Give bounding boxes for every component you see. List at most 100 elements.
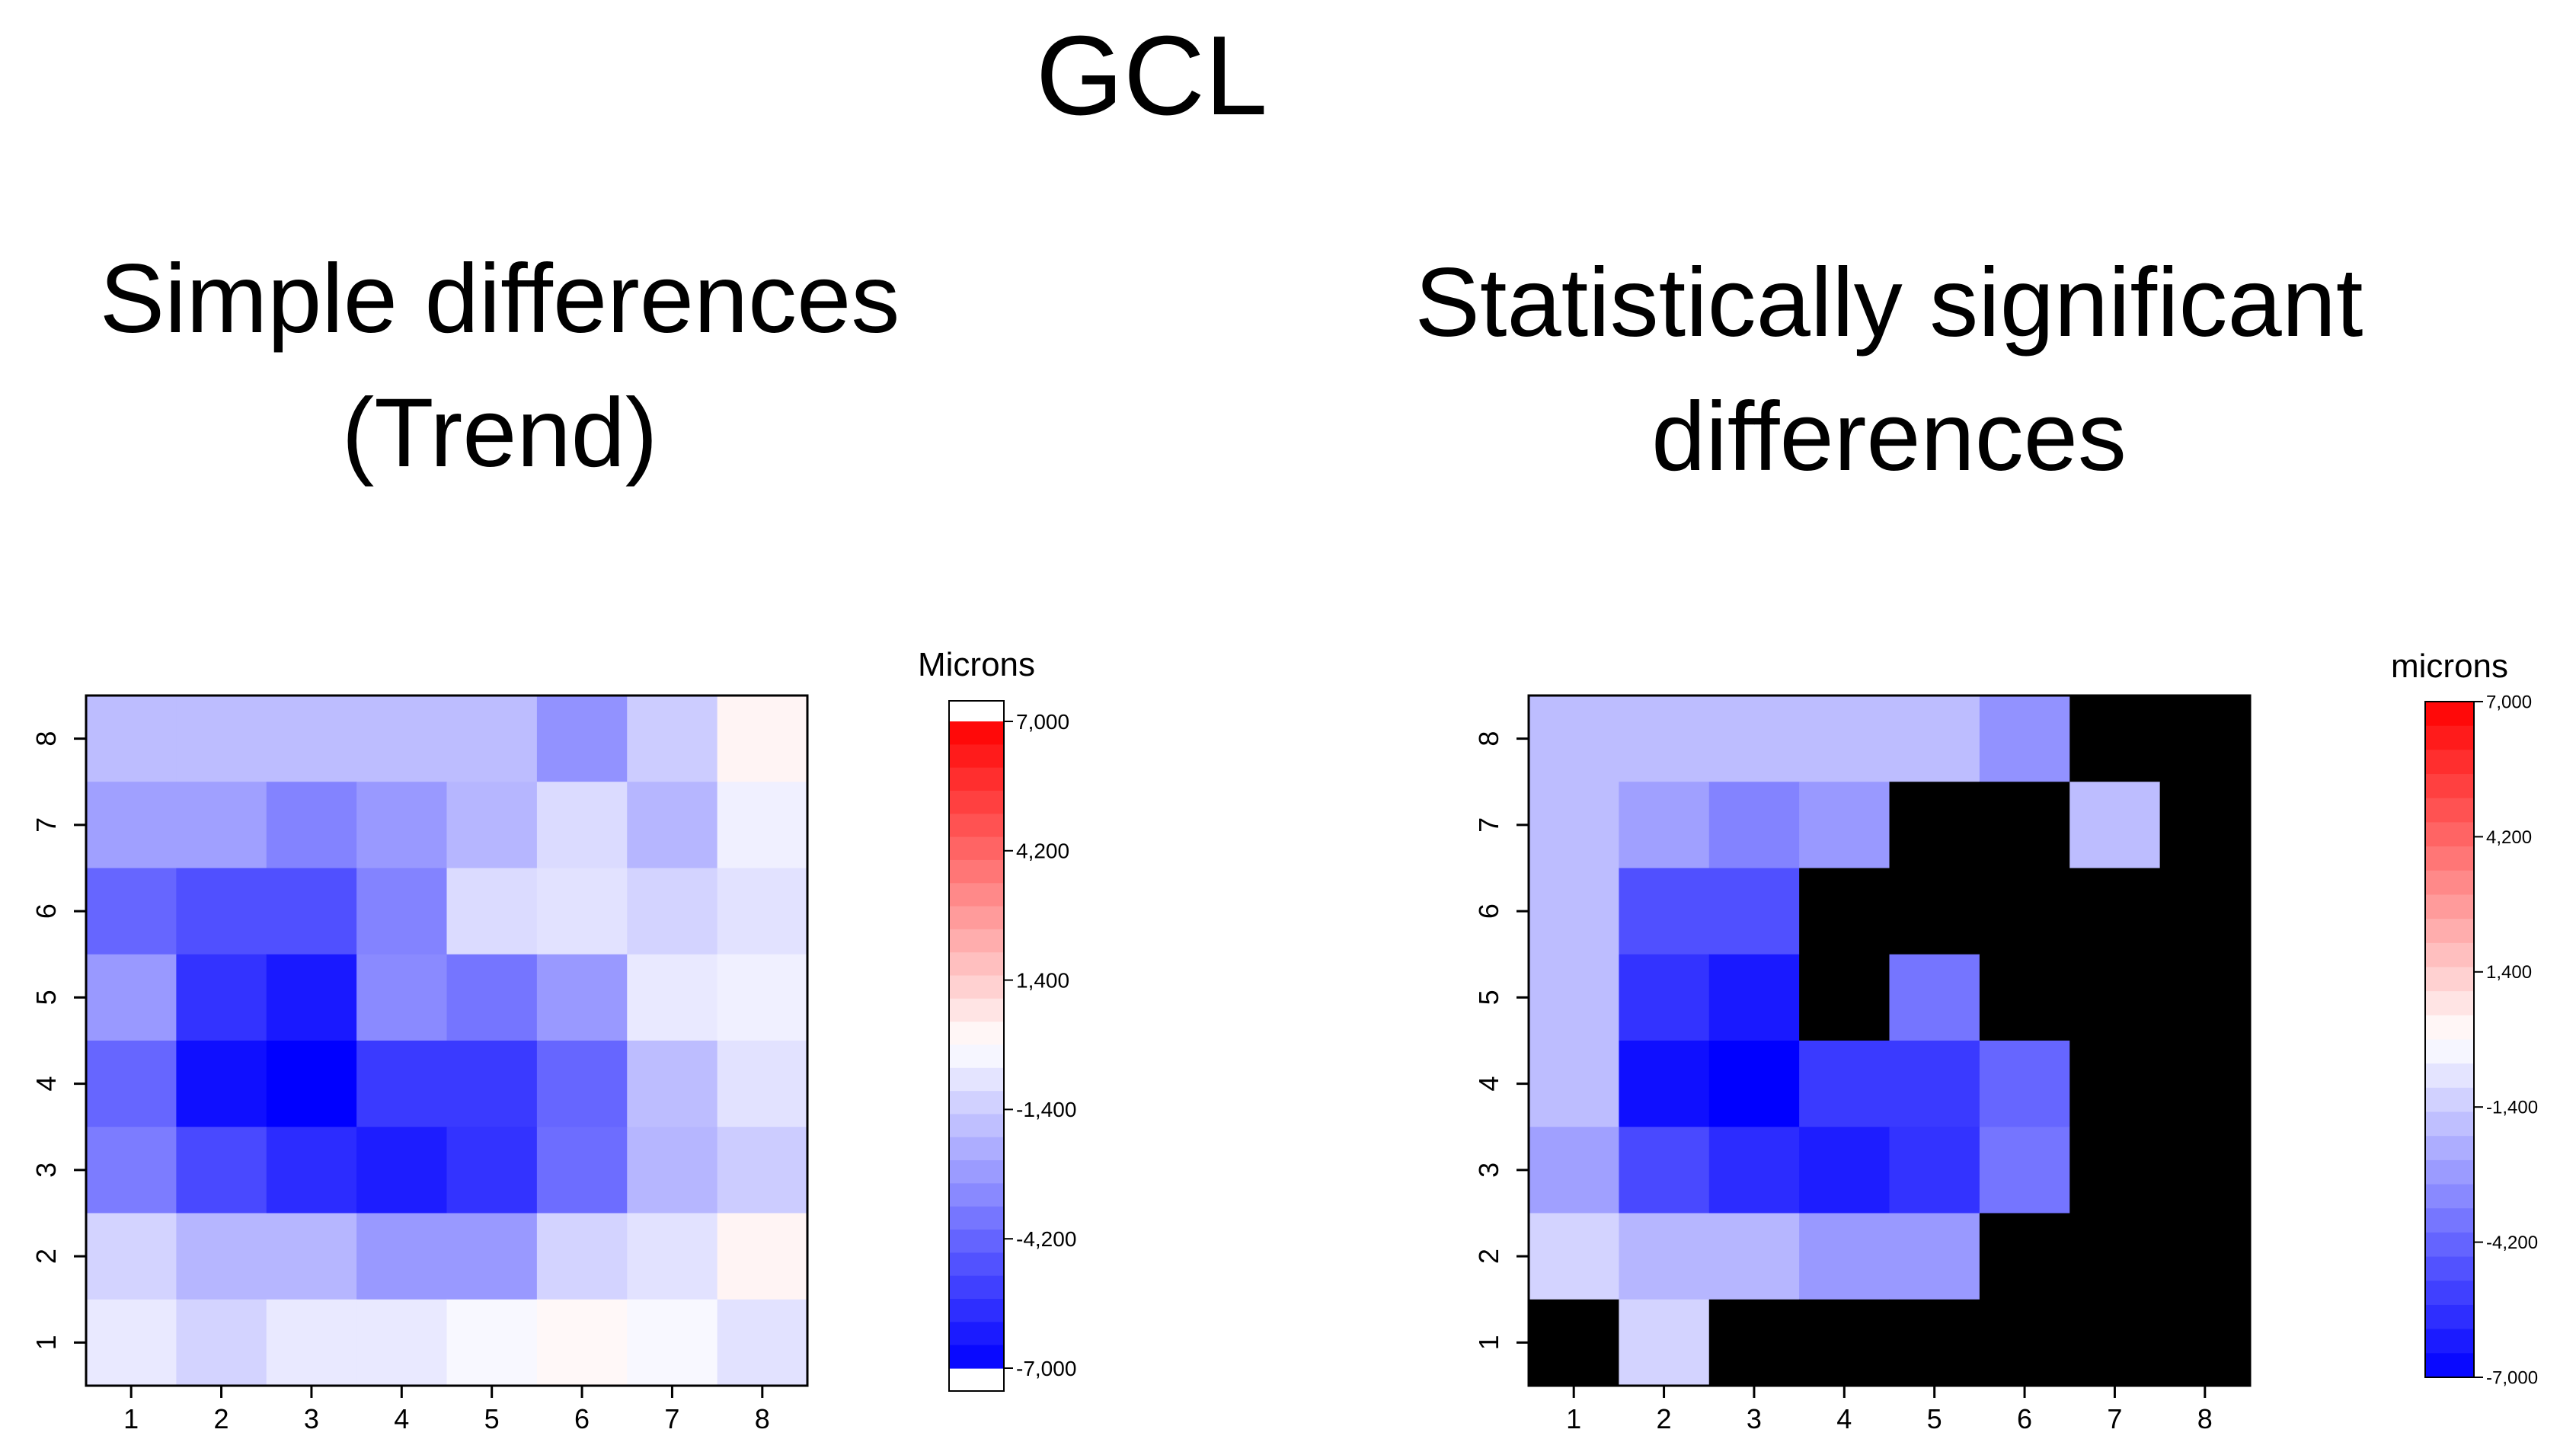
legend-swatch [949,1275,1004,1300]
legend-swatch [2425,798,2474,823]
legend-swatch [949,790,1004,814]
legend-tick-label: 1,400 [1016,968,1069,992]
heatmap-cell [2069,868,2161,955]
right-chart-title-line2: differences [1651,382,2127,491]
legend-swatch [949,952,1004,977]
heatmap-cell [536,1299,628,1386]
heatmap-cell [1708,954,1800,1041]
heatmap-cell [1708,696,1800,782]
heatmap-cell [2159,1127,2251,1214]
legend-tick-label: -1,400 [2486,1098,2538,1118]
legend-swatch [949,1206,1004,1230]
heatmap-cell [1529,1041,1619,1127]
heatmap-cell [1979,868,2070,955]
heatmap-cell [627,1299,718,1386]
legend-swatch [2425,1184,2474,1209]
legend-swatch [949,1044,1004,1069]
heatmap-cell [446,954,538,1041]
legend-swatch [2425,822,2474,847]
legend-swatch [2425,846,2474,871]
heatmap-cell [2069,1127,2161,1214]
right-chart-title-line1: Statistically significant [1414,248,2363,357]
legend-swatch [2425,1111,2474,1137]
legend-title: microns [2391,648,2508,685]
heatmap-cell [86,1299,177,1386]
heatmap-cell [1889,1127,1980,1214]
heatmap-1: 1 2 3 4 5 6 7 8 1 2 3 4 5 6 7 8 [30,694,809,1434]
heatmap-2: 1 2 3 4 5 6 7 8 1 2 3 4 5 6 7 8 [1473,694,2252,1434]
heatmap-cell [717,696,808,782]
heatmap-cell [1889,1299,1980,1386]
heatmap-cell [1619,1127,1710,1214]
x-tick-label: 1 [123,1403,139,1434]
heatmap-cell [356,1213,448,1300]
heatmap-cell [1799,782,1890,869]
legend-swatch [949,1252,1004,1277]
heatmap-cell [86,954,177,1041]
legend-tick-label: 7,000 [1016,710,1069,734]
legend-swatch [2425,1159,2474,1185]
x-tick-label: 6 [2017,1403,2032,1434]
heatmap-cell [176,1299,267,1386]
heatmap-cell [1799,1299,1890,1386]
x-tick-label: 2 [214,1403,229,1434]
heatmap-cell [266,782,357,869]
legend-swatch [2425,1208,2474,1233]
heatmap-cell [536,954,628,1041]
heatmap-cell [717,1127,808,1214]
legend-swatch [949,1183,1004,1207]
legend-swatch [2425,1256,2474,1281]
heatmap-cell [1708,1299,1800,1386]
heatmap-cell [2069,1041,2161,1127]
legend-1: Microns 7,000 4,200 1,400 -1,400 -4,200 -7,000 [918,646,1076,1392]
heatmap-cell [536,1041,628,1127]
heatmap-cell [2159,1299,2251,1386]
legend-swatch [949,1160,1004,1185]
heatmap-cell [176,1041,267,1127]
legend-swatch [949,1322,1004,1346]
heatmap-cell [1529,696,1619,782]
heatmap-cell [627,1127,718,1214]
legend-swatch [2425,1304,2474,1330]
heatmap-cell [86,696,177,782]
heatmap-cell [1979,1041,2070,1127]
legend-swatch [2425,702,2474,727]
heatmap-cell [446,1041,538,1127]
legend-swatch [2425,1087,2474,1113]
legend-tick-label: -7,000 [1016,1357,1076,1380]
y-tick-label: 7 [30,817,62,833]
legend-swatch [2425,750,2474,775]
heatmap-cell [1619,782,1710,869]
y-tick-label: 3 [1473,1162,1504,1178]
legend-swatch [2425,942,2474,968]
x-tick-label: 6 [574,1403,590,1434]
legend-swatch [2425,1136,2474,1161]
heatmap-cell [356,954,448,1041]
heatmap-cell [2159,782,2251,869]
heatmap-cell [1708,1127,1800,1214]
plot-frame [1527,694,2252,1387]
heatmap-cell [1529,782,1619,869]
legend-tick-label: 1,400 [2486,962,2532,983]
heatmap-cell [717,868,808,955]
legend-swatch [2425,870,2474,896]
y-tick-label: 6 [1473,903,1504,919]
heatmap-cell [1799,1127,1890,1214]
heatmap-cell [2159,696,2251,782]
heatmap-cell [627,954,718,1041]
heatmap-cell [446,782,538,869]
heatmap-cell [1708,1041,1800,1127]
heatmap-cell [717,1213,808,1300]
heatmap-cell [356,868,448,955]
heatmap-cell [1529,1213,1619,1300]
y-tick-label: 8 [30,731,62,747]
heatmap-cell [446,1127,538,1214]
heatmap-cell [2069,1299,2161,1386]
legend-swatch [949,883,1004,907]
y-tick-label: 3 [30,1162,62,1178]
legend-tick-label: -1,400 [1016,1098,1076,1121]
legend-swatch [949,1230,1004,1253]
heatmap-cell [1889,868,1980,955]
heatmap-cell [536,868,628,955]
